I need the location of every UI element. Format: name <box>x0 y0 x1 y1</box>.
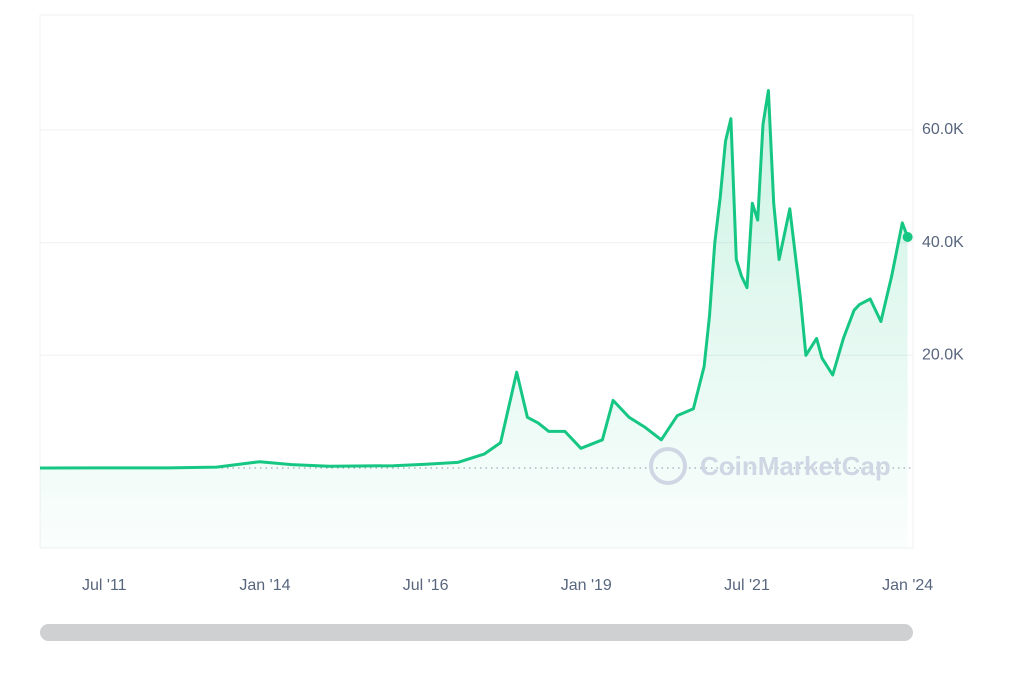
scrollbar[interactable] <box>40 624 913 641</box>
x-tick-label: Jul '21 <box>724 577 770 594</box>
y-tick-label: 20.0K <box>922 347 964 364</box>
y-tick-label: 40.0K <box>922 234 964 251</box>
watermark: CoinMarketCap <box>700 451 891 481</box>
end-dot <box>902 231 913 242</box>
watermark-logo <box>649 447 687 485</box>
x-tick-label: Jul '11 <box>82 577 127 594</box>
x-tick-label: Jan '19 <box>561 577 612 594</box>
y-tick-label: 60.0K <box>922 121 964 138</box>
x-tick-label: Jan '14 <box>239 577 290 594</box>
area <box>40 90 908 548</box>
x-tick-label: Jul '16 <box>403 577 449 594</box>
x-tick-label: Jan '24 <box>882 577 933 594</box>
price-line <box>39 89 910 470</box>
